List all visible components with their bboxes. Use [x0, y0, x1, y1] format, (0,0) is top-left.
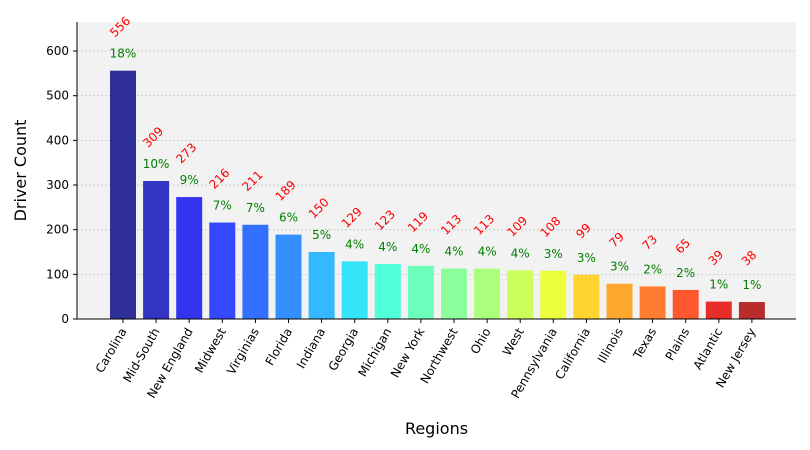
bar — [573, 274, 600, 319]
x-tick-label: Ohio — [468, 325, 494, 356]
bar — [374, 264, 401, 319]
percent-label: 9% — [180, 173, 199, 187]
percent-label: 2% — [676, 266, 695, 280]
percent-label: 18% — [110, 47, 137, 61]
bar — [474, 268, 501, 319]
percent-label: 7% — [246, 201, 265, 215]
bar — [308, 252, 335, 319]
bar — [275, 234, 302, 319]
bar — [242, 224, 269, 319]
x-axis-title: Regions — [405, 419, 468, 438]
bar — [143, 180, 170, 319]
percent-label: 5% — [312, 228, 331, 242]
percent-label: 2% — [643, 262, 662, 276]
x-tick-label: Plains — [663, 326, 693, 363]
x-tick-label: Atlantic — [690, 326, 725, 373]
percent-label: 4% — [411, 242, 430, 256]
percent-label: 4% — [345, 237, 364, 251]
bar — [441, 268, 467, 319]
percent-label: 6% — [279, 211, 298, 225]
y-tick-label: 200 — [46, 223, 69, 237]
y-tick-label: 0 — [61, 312, 69, 326]
y-tick-label: 400 — [46, 133, 69, 147]
y-tick-label: 500 — [46, 89, 69, 103]
y-tick-label: 600 — [46, 44, 69, 58]
bar — [110, 70, 136, 319]
x-tick-label: Florida — [263, 326, 296, 368]
bar — [639, 286, 666, 319]
x-tick-label: Indiana — [294, 326, 328, 371]
x-tick-label: West — [500, 325, 527, 358]
bar — [507, 270, 534, 319]
bar — [176, 197, 203, 319]
y-ticks: 0 100 200 300 400 500 600 — [46, 44, 77, 326]
bar — [407, 265, 434, 319]
bar — [540, 270, 567, 319]
x-tick-label: Illinois — [595, 326, 626, 366]
x-tick-label: Georgia — [326, 326, 362, 374]
x-tick-label: Texas — [630, 326, 659, 363]
percent-label: 3% — [577, 251, 596, 265]
bar — [705, 301, 732, 319]
percent-label: 1% — [709, 278, 728, 292]
percent-label: 4% — [478, 245, 497, 259]
x-tick-label: Carolina — [93, 326, 130, 376]
percent-label: 7% — [213, 199, 232, 213]
bars — [110, 70, 765, 319]
percent-label: 4% — [444, 245, 463, 259]
percent-label: 4% — [511, 246, 530, 260]
y-tick-label: 100 — [46, 267, 69, 281]
bar — [738, 302, 765, 319]
bar — [341, 261, 368, 319]
bar — [672, 289, 699, 319]
bar — [209, 222, 236, 319]
percent-label: 4% — [378, 240, 397, 254]
x-tick-label: Virginias — [224, 326, 262, 378]
y-tick-label: 300 — [46, 178, 69, 192]
percent-label: 10% — [143, 157, 170, 171]
percent-label: 3% — [610, 260, 629, 274]
percent-label: 1% — [742, 278, 761, 292]
x-tick-label: Midwest — [192, 325, 229, 375]
bar — [606, 283, 633, 319]
percent-label: 3% — [544, 247, 563, 261]
y-axis-title: Driver Count — [11, 120, 30, 222]
